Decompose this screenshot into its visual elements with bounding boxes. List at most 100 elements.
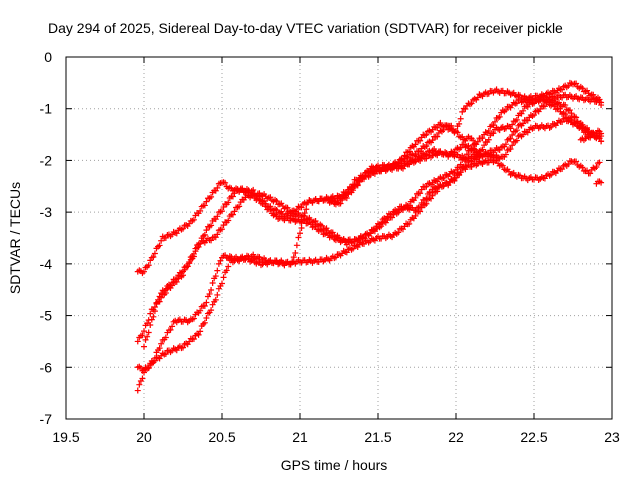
data-point <box>141 268 147 275</box>
data-point <box>579 121 586 128</box>
data-point <box>423 143 430 150</box>
data-point <box>479 135 486 142</box>
data-point <box>301 212 308 219</box>
data-point <box>180 268 186 275</box>
data-point <box>462 105 469 112</box>
data-point <box>459 108 466 115</box>
data-point <box>155 296 162 303</box>
data-point <box>513 127 520 134</box>
data-point <box>434 133 441 140</box>
data-point <box>429 137 436 144</box>
data-point <box>145 329 152 336</box>
data-point <box>468 145 475 152</box>
data-point <box>190 216 197 223</box>
data-point <box>513 137 520 144</box>
data-point <box>144 320 151 327</box>
data-point <box>587 134 594 141</box>
data-point <box>209 279 216 286</box>
data-point <box>406 148 413 155</box>
data-point <box>509 142 516 149</box>
data-point <box>139 332 146 339</box>
data-point <box>451 169 458 176</box>
data-point <box>190 335 197 342</box>
data-point <box>167 326 174 333</box>
x-tick-label: 21 <box>292 429 308 445</box>
data-point <box>222 179 229 186</box>
data-point <box>509 131 516 138</box>
data-point <box>429 192 436 199</box>
data-point <box>531 112 537 119</box>
data-point <box>162 286 169 293</box>
data-point <box>502 141 509 148</box>
data-point <box>406 220 413 227</box>
data-point <box>158 237 165 244</box>
data-point <box>490 130 497 137</box>
data-point <box>417 208 424 215</box>
data-point <box>203 315 210 322</box>
data-point <box>158 340 165 347</box>
y-tick-label: -7 <box>40 411 53 427</box>
data-point <box>423 183 430 190</box>
data-point <box>134 338 141 345</box>
x-tick-label: 20 <box>136 429 152 445</box>
data-point <box>318 222 325 229</box>
data-point <box>457 161 464 168</box>
y-tick-label: -4 <box>40 256 53 272</box>
y-tick-label: -1 <box>40 101 53 117</box>
data-point <box>156 293 163 300</box>
data-point <box>474 138 481 145</box>
gridlines <box>66 57 612 419</box>
data-point <box>162 334 169 341</box>
data-point <box>566 107 573 114</box>
data-point <box>231 208 238 215</box>
data-point <box>481 142 488 149</box>
data-point <box>417 190 424 197</box>
data-point <box>507 135 514 142</box>
y-axis-label: SDTVAR / TECUs <box>7 182 23 294</box>
data-point <box>395 160 402 167</box>
data-point <box>169 323 176 330</box>
data-point <box>212 273 219 280</box>
data-point <box>468 158 475 165</box>
data-point <box>141 328 147 335</box>
data-point <box>356 179 363 186</box>
data-point <box>162 234 169 241</box>
data-point <box>559 118 566 125</box>
data-point <box>384 217 391 224</box>
data-point <box>360 235 367 242</box>
data-points <box>134 79 605 394</box>
data-point <box>214 213 221 220</box>
data-point <box>201 202 208 209</box>
data-point <box>214 267 221 274</box>
data-point <box>579 85 586 92</box>
data-point <box>395 209 402 216</box>
data-point <box>156 242 163 249</box>
x-axis-label: GPS time / hours <box>281 457 388 473</box>
data-point <box>151 355 158 362</box>
series-track-6 <box>328 97 605 205</box>
data-point <box>206 290 213 297</box>
data-point <box>180 344 186 351</box>
data-point <box>197 328 204 335</box>
data-point <box>474 94 481 101</box>
data-point <box>142 336 149 343</box>
data-point <box>295 234 302 241</box>
data-point <box>406 154 413 161</box>
data-point <box>219 226 225 233</box>
series-track-9 <box>593 178 605 187</box>
data-point <box>524 117 531 124</box>
data-point <box>298 204 305 211</box>
data-point <box>223 267 230 274</box>
data-point <box>350 245 357 252</box>
data-point <box>412 212 419 219</box>
data-point <box>225 263 232 270</box>
data-point <box>267 194 274 201</box>
x-tick-label: 23 <box>604 429 620 445</box>
data-point <box>520 120 527 127</box>
data-point <box>208 307 215 314</box>
data-point <box>231 190 238 197</box>
data-point <box>208 222 215 229</box>
x-tick-label: 22 <box>448 429 464 445</box>
data-point <box>559 86 566 93</box>
series-track-7 <box>375 79 605 175</box>
